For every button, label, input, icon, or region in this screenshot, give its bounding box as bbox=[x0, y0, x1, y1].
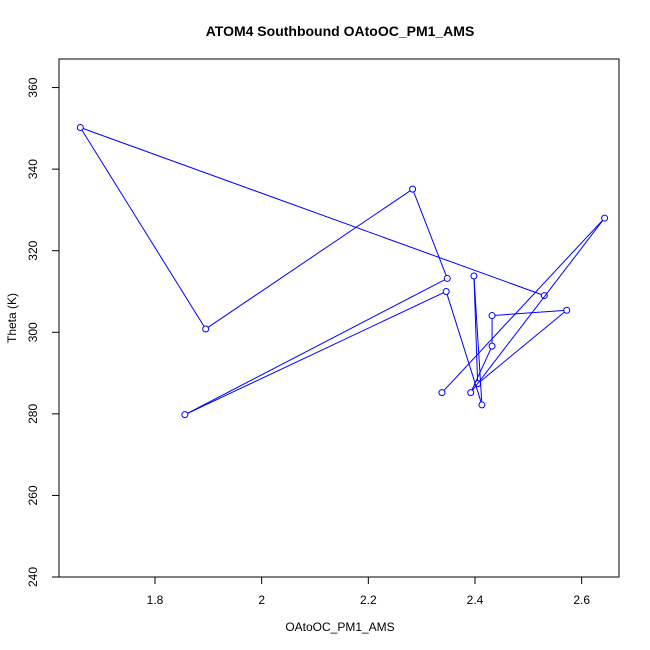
series-lines bbox=[81, 128, 604, 414]
data-point bbox=[563, 306, 571, 314]
y-axis-label: Theta (K) bbox=[5, 293, 19, 343]
chart-title: ATOM4 Southbound OAtoOC_PM1_AMS bbox=[206, 23, 475, 39]
series-points bbox=[76, 124, 609, 419]
y-tick-label: 340 bbox=[26, 159, 40, 179]
data-point bbox=[540, 292, 548, 300]
series-segment bbox=[208, 190, 411, 328]
x-tick-label: 2.2 bbox=[360, 593, 377, 607]
x-axis: 1.8 2 2.2 2.4 2.6 bbox=[147, 577, 590, 607]
data-point bbox=[601, 214, 609, 222]
data-point bbox=[442, 287, 450, 295]
data-point bbox=[438, 389, 446, 397]
x-tick-label: 1.8 bbox=[147, 593, 164, 607]
y-axis: 240 260 280 300 320 340 360 bbox=[26, 77, 59, 587]
series-segment bbox=[187, 292, 444, 414]
data-point bbox=[470, 272, 478, 280]
y-tick-label: 240 bbox=[26, 567, 40, 587]
y-tick-label: 260 bbox=[26, 485, 40, 505]
data-point bbox=[474, 380, 482, 388]
y-tick-label: 320 bbox=[26, 240, 40, 260]
series-segment bbox=[473, 279, 479, 381]
series-segment bbox=[81, 129, 205, 327]
y-tick-label: 360 bbox=[26, 77, 40, 97]
series-segment bbox=[479, 311, 565, 383]
data-point bbox=[181, 411, 189, 419]
data-point bbox=[443, 274, 451, 282]
data-point bbox=[76, 124, 84, 132]
series-segment bbox=[443, 220, 603, 391]
series-segment bbox=[495, 309, 564, 316]
series-segment bbox=[187, 279, 445, 414]
x-tick-label: 2 bbox=[258, 593, 265, 607]
data-point bbox=[488, 342, 496, 350]
data-point bbox=[488, 312, 496, 320]
series-segment bbox=[446, 294, 482, 402]
x-tick-label: 2.6 bbox=[573, 593, 590, 607]
plot-frame bbox=[58, 58, 620, 578]
series-segment bbox=[472, 220, 604, 391]
series-segment bbox=[413, 191, 447, 276]
x-tick-label: 2.4 bbox=[467, 593, 484, 607]
y-tick-label: 300 bbox=[26, 322, 40, 342]
x-axis-label: OAtoOC_PM1_AMS bbox=[285, 620, 394, 634]
data-point bbox=[409, 185, 417, 193]
y-tick-label: 280 bbox=[26, 404, 40, 424]
data-point bbox=[202, 325, 210, 333]
data-point bbox=[478, 401, 486, 409]
data-point bbox=[467, 389, 475, 397]
series-segment bbox=[83, 128, 542, 295]
